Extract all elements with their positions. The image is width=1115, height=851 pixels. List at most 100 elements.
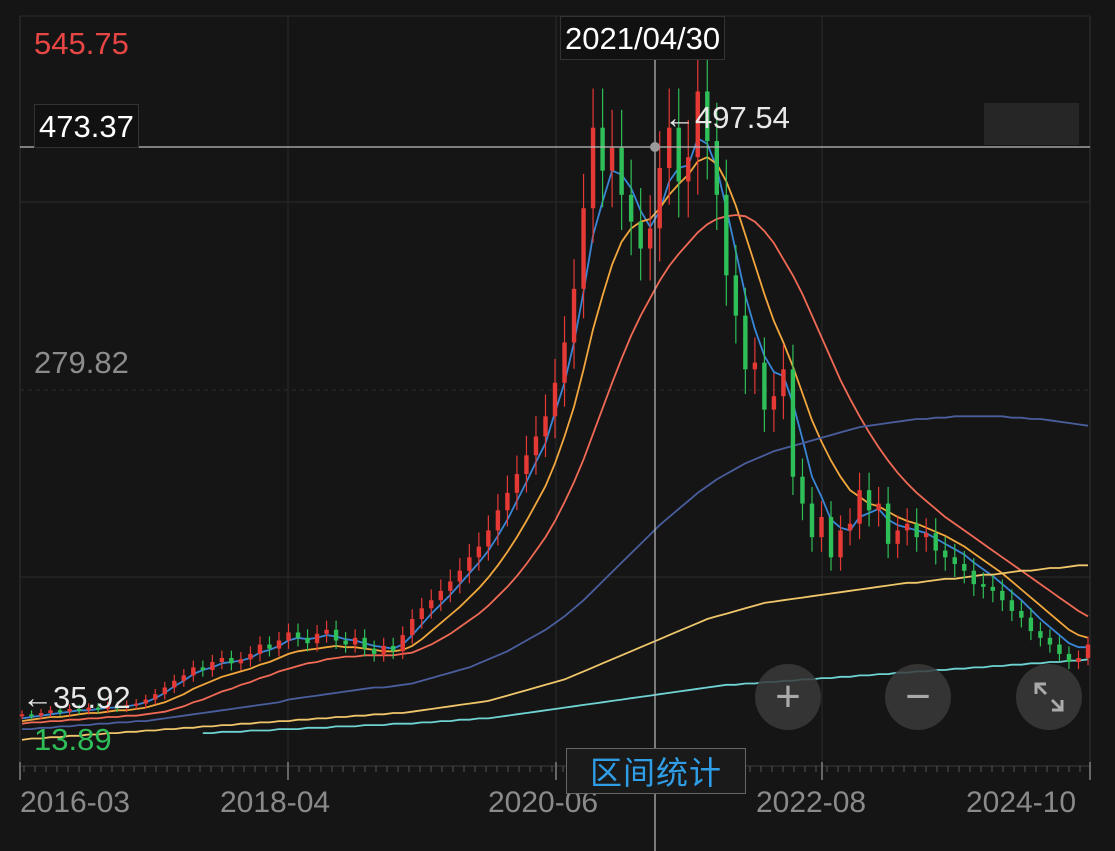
candle-body — [1019, 610, 1024, 618]
candle-body — [1057, 644, 1062, 654]
period-low-value: 35.92 — [53, 680, 131, 715]
candle-body — [153, 694, 158, 700]
zoom-in-button[interactable]: + — [755, 664, 821, 730]
candle-body — [162, 687, 167, 695]
candle-body — [590, 127, 596, 209]
candle-body — [124, 704, 129, 708]
candle-body — [667, 127, 672, 168]
candle-body — [305, 637, 310, 644]
candle-body — [505, 492, 510, 511]
candle-body — [686, 157, 691, 182]
moving-average-line — [22, 415, 1089, 730]
x-tick-label: 2024-10 — [966, 786, 1077, 819]
candle-body — [800, 476, 805, 504]
candle-body — [248, 653, 253, 660]
candle-body — [257, 644, 263, 654]
candle-body — [1085, 644, 1091, 658]
candle-body — [752, 362, 758, 370]
plus-icon: + — [775, 672, 801, 721]
candle-body — [1066, 653, 1072, 662]
candle-body — [200, 667, 206, 671]
candle-body — [895, 530, 900, 544]
candle-body — [514, 474, 520, 493]
candle-body — [724, 194, 729, 276]
candle-body — [628, 194, 634, 222]
candle-body — [38, 713, 44, 716]
candle-body — [990, 586, 996, 591]
y-axis-mid-label: 279.82 — [34, 345, 129, 380]
candle-body — [362, 637, 367, 649]
candle-body — [390, 645, 396, 652]
candle-body — [238, 659, 244, 664]
candle-body — [762, 362, 767, 410]
candle-body — [486, 530, 491, 547]
period-high-value: 497.54 — [695, 100, 790, 135]
candle-body — [609, 147, 615, 171]
range-stats-button[interactable]: 区间统计 — [566, 748, 746, 794]
candle-body — [19, 714, 25, 717]
candle-body — [552, 382, 558, 417]
candle-body — [933, 533, 938, 551]
candle-body — [809, 503, 815, 538]
candle-body — [76, 708, 82, 711]
candle-body — [600, 127, 605, 171]
crosshair-date-label: 2021/04/30 — [560, 16, 726, 60]
candle-body — [952, 557, 957, 564]
candle-body — [828, 517, 834, 558]
candle-body — [352, 637, 358, 645]
candle-body — [476, 546, 482, 558]
candle-body — [457, 570, 463, 582]
candle-body — [1009, 600, 1015, 611]
candle-body — [781, 369, 786, 397]
candle-body — [105, 706, 110, 709]
candle-body — [657, 167, 662, 229]
candle-body — [67, 708, 72, 712]
candle-body — [562, 342, 567, 383]
fullscreen-button[interactable] — [1016, 664, 1082, 730]
candle-body — [571, 288, 577, 343]
candle-body — [619, 147, 624, 195]
y-axis-min-label: 13.89 — [34, 722, 112, 757]
candle-body — [866, 490, 872, 511]
candle-body — [638, 221, 643, 249]
candle-body — [1028, 617, 1034, 632]
period-high-annotation: ←497.54 — [664, 100, 790, 135]
candle-body — [981, 584, 986, 587]
candle-body — [923, 533, 929, 538]
candle-body — [904, 523, 910, 531]
candle-body — [114, 706, 120, 709]
period-low-annotation: ←35.92 — [22, 680, 131, 715]
candle-body — [495, 510, 501, 531]
candle-body — [29, 714, 34, 717]
candle-body — [914, 523, 919, 538]
candle-body — [962, 563, 967, 571]
y-axis-max-label: 545.75 — [34, 26, 129, 61]
candle-body — [276, 640, 282, 649]
candle-body — [857, 490, 862, 524]
zoom-out-button[interactable]: − — [885, 664, 951, 730]
moving-average-line — [21, 214, 1089, 725]
candle-body — [324, 629, 329, 634]
candle-body — [714, 141, 720, 195]
x-tick-label: 2022-08 — [756, 786, 867, 819]
candle-body — [210, 661, 215, 671]
candle-body — [533, 436, 539, 456]
candle-body — [267, 644, 272, 649]
candle-body — [743, 315, 748, 370]
candle-body — [581, 208, 586, 289]
x-tick-label: 2018-04 — [220, 786, 331, 819]
candle-body — [1000, 590, 1005, 601]
candle-body — [286, 632, 291, 641]
candle-body — [448, 581, 453, 591]
moving-average-line — [202, 658, 1089, 734]
candle-body — [1047, 637, 1053, 645]
candle-body — [333, 629, 339, 641]
candle-body — [819, 517, 824, 538]
candle-body — [647, 228, 653, 249]
candle-body — [524, 455, 529, 475]
candle-body — [971, 570, 976, 585]
candle-body — [229, 657, 234, 664]
candle-body — [543, 416, 548, 437]
candle-body — [381, 645, 386, 654]
